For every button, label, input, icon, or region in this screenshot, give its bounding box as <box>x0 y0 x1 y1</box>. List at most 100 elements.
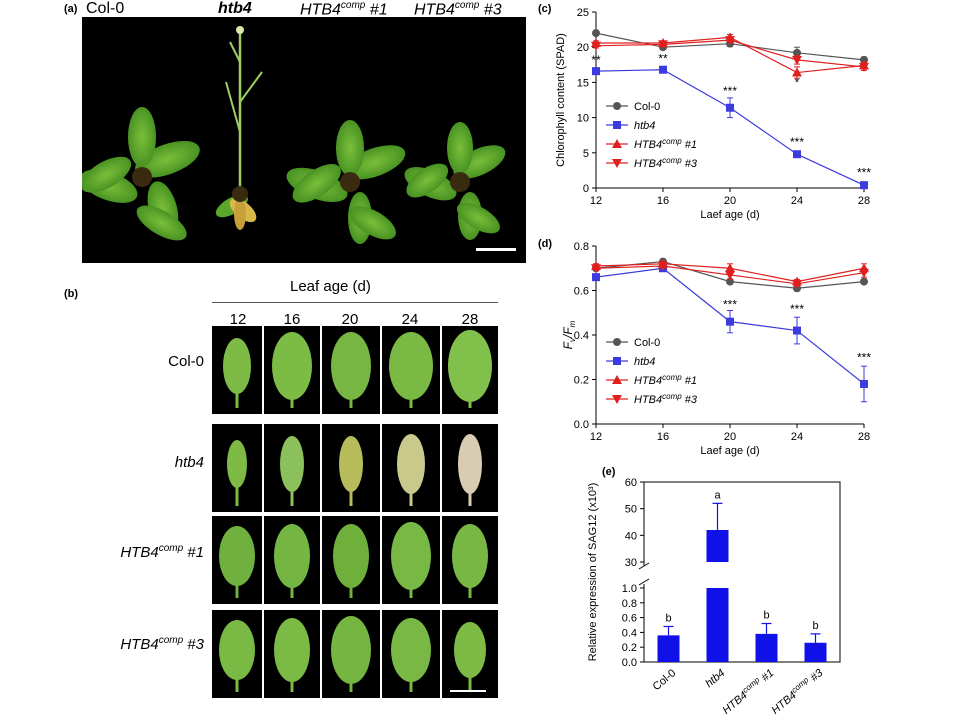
x-tick-label: 12 <box>590 431 602 443</box>
bar-2 <box>755 633 778 662</box>
y-tick-label: 50 <box>625 504 637 516</box>
leaf-cell-r3-c2 <box>322 610 380 698</box>
leaf-blade <box>448 330 492 402</box>
y-tick-label: 60 <box>625 477 637 489</box>
leaf-cell-r0-c3 <box>382 326 440 414</box>
leaf-blade <box>280 436 304 492</box>
genotype-label-htb4comp-1: HTB4comp #1 <box>300 0 388 19</box>
data-point <box>592 273 600 282</box>
data-point <box>726 317 734 326</box>
y-tick-label: 0.4 <box>622 627 637 639</box>
col-head-16: 16 <box>283 311 301 328</box>
leaf-blade <box>397 434 425 494</box>
legend-label-0: Col-0 <box>634 337 660 349</box>
significance-mark: *** <box>857 351 871 365</box>
significance-mark: ** <box>658 52 668 66</box>
leaf-blade <box>391 618 431 682</box>
data-point <box>792 67 802 77</box>
legend-label-1: htb4 <box>634 356 655 368</box>
leaf-blade <box>454 622 486 678</box>
x-tick-label: 28 <box>858 195 870 207</box>
panel-a-label: (a) <box>64 3 78 15</box>
rosette-htb4comp-3 <box>404 122 506 240</box>
leaf-cell-r0-c2 <box>322 326 380 414</box>
leaf-cell-r2-c0 <box>212 516 262 604</box>
x-tick-label-2: HTB4comp #1 <box>719 666 776 717</box>
leaf-cell-r0-c1 <box>264 326 320 414</box>
significance-mark: *** <box>790 135 804 149</box>
y-tick-label: 25 <box>577 7 589 19</box>
y-axis-label: Chlorophyll content (SPAD) <box>555 33 567 167</box>
x-tick-label: 16 <box>657 195 669 207</box>
col-head-28: 28 <box>461 311 479 328</box>
rosette-photo-svg <box>82 26 516 251</box>
axis-break-mark <box>638 578 650 586</box>
scale-bar-a <box>476 248 516 251</box>
data-point <box>725 36 735 46</box>
row-label-col0: Col-0 <box>168 353 204 370</box>
data-point <box>591 264 601 274</box>
panel-b-label: (b) <box>64 288 79 300</box>
legend-marker <box>613 338 621 346</box>
data-point <box>793 150 801 159</box>
leaf-blade <box>333 524 369 588</box>
legend-label-2: HTB4comp #1 <box>634 373 697 387</box>
x-tick-label: 20 <box>724 431 736 443</box>
leaf-blade <box>339 436 363 492</box>
leaf-blade <box>272 332 312 400</box>
bar-1-upper <box>706 530 729 562</box>
leaf-blade <box>391 522 431 590</box>
y-tick-label: 0.8 <box>622 598 637 610</box>
y-tick-label: 20 <box>577 42 589 54</box>
leaf-cell-r3-c3 <box>382 610 440 698</box>
x-tick-label: 20 <box>724 195 736 207</box>
data-point <box>726 103 734 112</box>
significance-mark: ** <box>591 53 601 67</box>
data-point <box>792 279 802 289</box>
rosette-col0 <box>82 107 200 241</box>
data-point <box>592 29 600 38</box>
sig-letter: b <box>763 610 769 622</box>
genotype-label-htb4: htb4 <box>218 0 252 17</box>
data-point <box>725 270 735 280</box>
data-point <box>659 65 667 74</box>
leaf-cell-r0-c4 <box>442 326 498 414</box>
leaf-cell-r1-c0 <box>212 424 262 512</box>
data-point <box>793 326 801 335</box>
significance-mark: *** <box>723 297 737 311</box>
y-tick-label: 0.6 <box>574 286 589 298</box>
data-point <box>591 41 601 51</box>
leaf-age-title: Leaf age (d) <box>290 278 371 295</box>
leaf-blade <box>331 616 371 684</box>
leaf-blade <box>452 524 488 588</box>
x-tick-label: 24 <box>791 195 803 207</box>
panel-a-photo <box>82 17 526 263</box>
chart-d-fvfm: 0.0 0.2 0.4 0.6 0.8 12 16 20 24 28 Laef age (d) Fv/… <box>561 241 871 457</box>
data-point <box>658 262 668 272</box>
leaf-blade <box>389 332 433 400</box>
data-point <box>658 40 668 50</box>
leaf-age-rule <box>212 302 498 303</box>
legend-marker <box>612 375 622 384</box>
col-head-24: 24 <box>401 311 419 328</box>
data-point <box>859 268 869 278</box>
leaf-cell-r3-c1 <box>264 610 320 698</box>
panel-d-label: (d) <box>538 238 553 250</box>
y-tick-label: 0 <box>583 183 589 195</box>
x-tick-label: 24 <box>791 431 803 443</box>
legend-marker <box>613 121 621 129</box>
chart-c-chlorophyll: 0 5 10 15 20 25 12 16 20 24 28 Laef age (d) Chloroph… <box>555 7 871 221</box>
axis-break-gap <box>638 566 650 584</box>
x-tick-label-1: htb4 <box>703 667 727 690</box>
x-tick-label: 16 <box>657 431 669 443</box>
axis-break-mark <box>638 562 650 570</box>
leaf-blade <box>274 524 310 588</box>
scale-bar-b <box>450 690 486 692</box>
significance-mark: *** <box>857 166 871 180</box>
legend-marker <box>613 102 621 110</box>
leaf-cell-r2-c1 <box>264 516 320 604</box>
panel-c-label: (c) <box>538 3 552 15</box>
y-tick-label: 0.2 <box>574 375 589 387</box>
leaf-blade <box>223 338 251 394</box>
sig-letter: a <box>714 489 721 501</box>
